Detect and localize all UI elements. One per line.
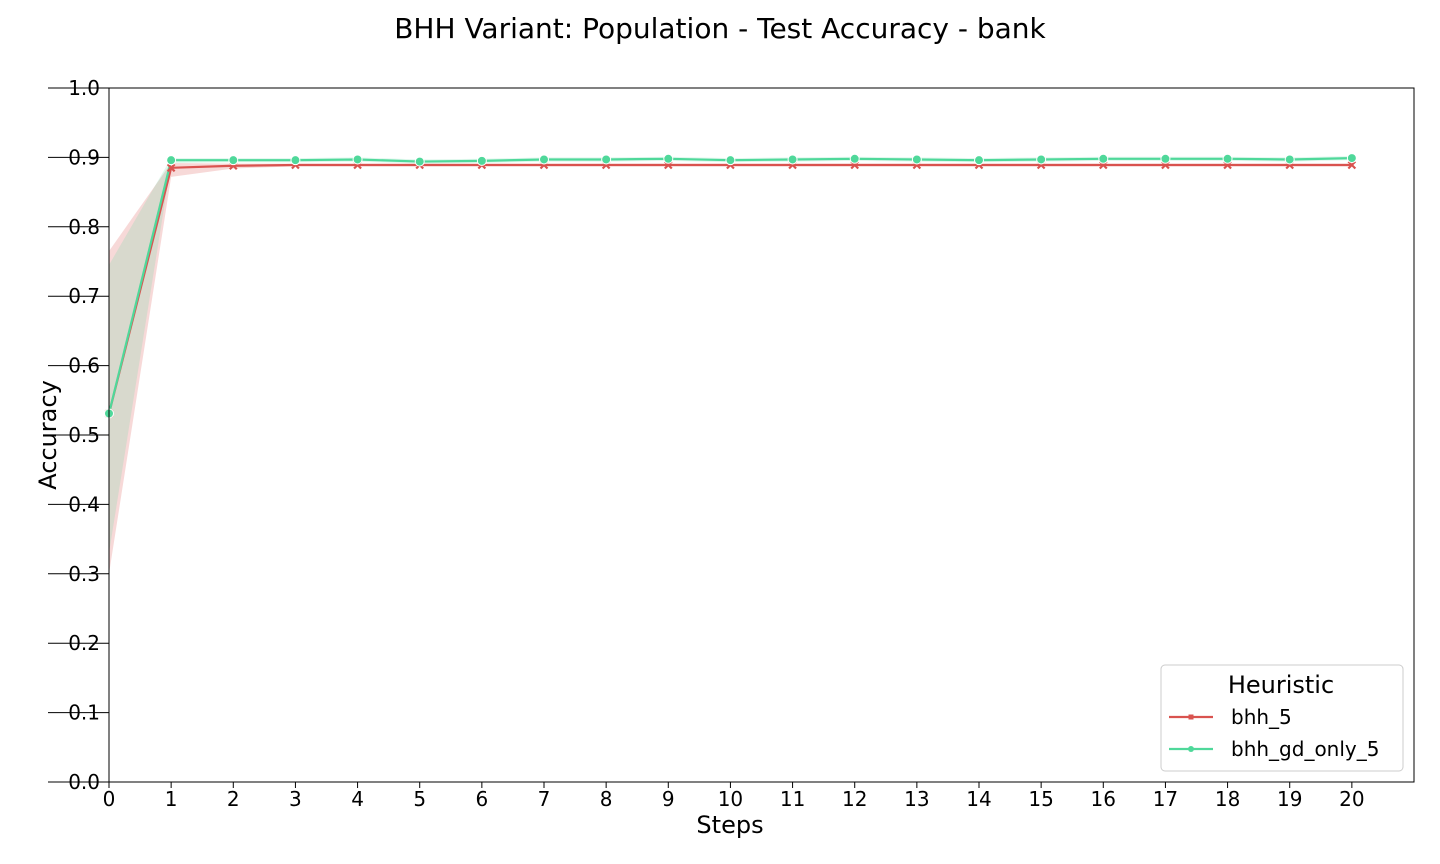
data-point [1222, 153, 1233, 164]
data-point [1284, 154, 1295, 165]
data-point [849, 153, 860, 164]
confidence-bands [109, 156, 1352, 574]
data-point [166, 163, 176, 173]
data-point [352, 154, 363, 165]
x-tick-label: 1 [165, 787, 178, 811]
x-tick-label: 10 [718, 787, 743, 811]
y-tick-label: 0.4 [68, 492, 100, 516]
legend: Heuristic bhh_5 bhh_gd_only_5 [1160, 664, 1404, 772]
y-tick-label: 0.6 [68, 354, 100, 378]
legend-title: Heuristic [1228, 671, 1334, 699]
series-line-bhh_5 [107, 163, 1352, 414]
ci-band-bhh_5 [109, 162, 1352, 574]
x-tick-label: 5 [413, 787, 426, 811]
x-axis-label: Steps [696, 811, 763, 839]
x-axis: 0 1 2 3 4 5 6 7 8 9 10 11 12 13 14 15 16 17 18 19 20 [103, 782, 1365, 811]
data-point [974, 155, 984, 166]
data-point [1098, 153, 1109, 164]
data-point-stroke [1347, 160, 1357, 170]
y-tick-label: 0.2 [68, 631, 100, 655]
legend-marker-bhh_gd_only_5 [1188, 746, 1194, 752]
data-point [1347, 160, 1357, 170]
y-tick-label: 0.7 [68, 284, 100, 308]
x-tick-label: 14 [966, 787, 991, 811]
data-point [601, 154, 612, 165]
series-lines [107, 156, 1352, 414]
data-point [476, 155, 487, 166]
y-tick-label: 1.0 [68, 76, 100, 100]
data-point [1346, 153, 1357, 164]
legend-entries: bhh_5 bhh_gd_only_5 [1169, 705, 1379, 761]
data-point [414, 156, 425, 167]
x-tick-label: 13 [904, 787, 929, 811]
y-tick-label: 0.8 [68, 215, 100, 239]
x-tick-label: 16 [1091, 787, 1116, 811]
data-point [1036, 154, 1047, 165]
x-tick-label: 11 [780, 787, 805, 811]
x-tick-label: 18 [1215, 787, 1240, 811]
y-tick-label: 0.0 [68, 770, 100, 794]
x-tick-label: 15 [1028, 787, 1053, 811]
data-point [725, 155, 736, 166]
x-tick-label: 0 [103, 787, 116, 811]
data-point [166, 155, 177, 166]
x-tick-label: 7 [538, 787, 551, 811]
x-tick-label: 2 [227, 787, 240, 811]
x-tick-label: 17 [1153, 787, 1178, 811]
x-tick-label: 6 [475, 787, 488, 811]
y-axis-label: Accuracy [34, 380, 62, 490]
ci-band-bhh_gd_only_5 [109, 156, 1352, 553]
data-point [539, 154, 549, 165]
data-point [290, 155, 301, 166]
y-tick-label: 0.5 [68, 423, 100, 447]
data-point [787, 154, 798, 165]
y-tick-label: 0.3 [68, 562, 100, 586]
x-tick-label: 9 [662, 787, 675, 811]
series-markers [104, 153, 1357, 419]
data-point [911, 154, 922, 165]
x-tick-label: 3 [289, 787, 302, 811]
data-point-stroke [166, 163, 176, 173]
x-tick-label: 19 [1277, 787, 1302, 811]
series-line-bhh_gd_only_5 [107, 156, 1352, 414]
legend-marker-bhh_5 [1188, 714, 1194, 720]
y-axis: 0.0 0.1 0.2 0.3 0.4 0.5 0.6 0.7 0.8 0.9 1.0 [48, 76, 109, 794]
data-point [228, 155, 239, 166]
x-tick-label: 8 [600, 787, 613, 811]
data-point [1160, 153, 1171, 164]
y-tick-label: 0.9 [68, 145, 100, 169]
y-tick-label: 0.1 [68, 701, 100, 725]
x-tick-label: 4 [351, 787, 364, 811]
x-tick-label: 12 [842, 787, 867, 811]
legend-label-bhh_gd_only_5: bhh_gd_only_5 [1231, 737, 1379, 761]
legend-box [1160, 664, 1404, 772]
chart-title: BHH Variant: Population - Test Accuracy … [394, 12, 1046, 45]
legend-label-bhh_5: bhh_5 [1231, 705, 1292, 729]
data-point [663, 153, 674, 164]
x-tick-label: 20 [1339, 787, 1364, 811]
